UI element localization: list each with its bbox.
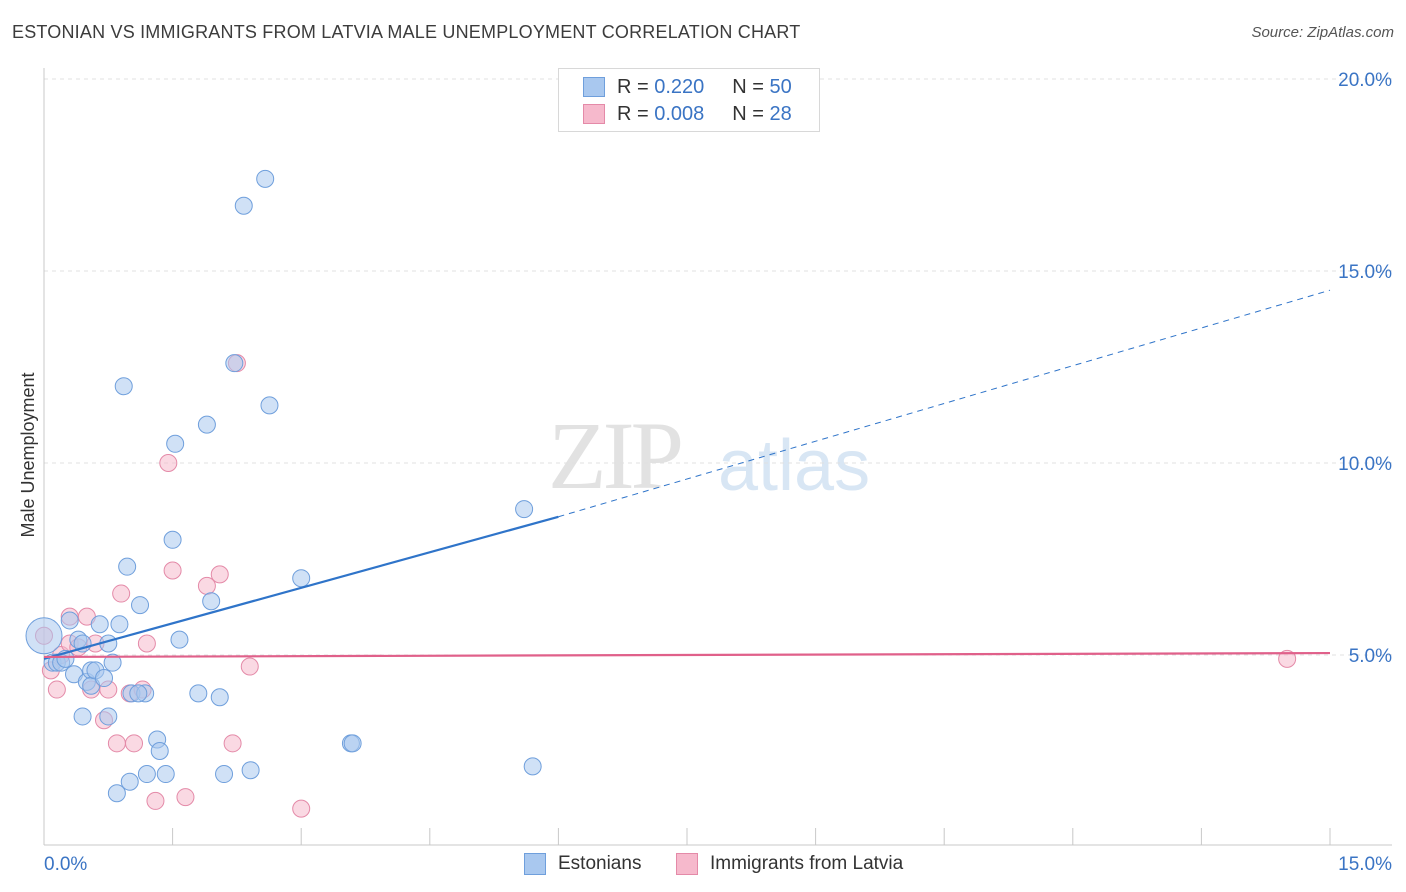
estonian-point — [156, 765, 175, 784]
latvia-point — [223, 734, 242, 753]
estonian-point — [107, 784, 126, 803]
estonian-point — [292, 569, 311, 588]
source-label: Source: ZipAtlas.com — [1251, 24, 1394, 41]
latvia-point — [292, 799, 311, 818]
estonian-point — [150, 742, 169, 760]
estonian-point — [131, 596, 150, 615]
latvia-point — [112, 584, 131, 603]
estonian-trend-extension — [558, 289, 1331, 518]
y-axis-label: Male Unemployment — [18, 372, 38, 537]
latvia-point — [125, 734, 144, 753]
watermark-zip: ZIP — [548, 402, 684, 509]
estonian-point — [202, 592, 221, 611]
latvia-point — [240, 657, 259, 676]
estonian-point — [260, 396, 279, 415]
legend-r-label: R = — [617, 102, 649, 125]
latvia-point — [146, 791, 165, 810]
estonian-point — [515, 500, 534, 519]
correlation-legend: R = 0.220 N = 50 R = 0.008 N = 28 — [558, 68, 820, 132]
latvia-point — [137, 634, 156, 653]
legend-n-label: N = — [732, 102, 764, 125]
estonian-point — [170, 630, 189, 649]
estonian-point — [215, 765, 234, 784]
latvia-point — [159, 454, 178, 472]
legend-row-latvia: R = 0.008 N = 28 — [583, 102, 792, 126]
legend-swatch-pink — [583, 104, 605, 124]
estonian-point — [114, 377, 133, 396]
estonian-point — [110, 615, 129, 634]
estonian-point — [163, 530, 182, 549]
estonian-point — [137, 765, 156, 784]
x-tick-label: 0.0% — [44, 854, 87, 875]
chart-title: ESTONIAN VS IMMIGRANTS FROM LATVIA MALE … — [12, 22, 801, 42]
estonian-point — [241, 761, 260, 780]
legend-swatch-blue — [583, 77, 605, 97]
estonian-point — [189, 684, 208, 703]
latvia-point — [47, 680, 66, 699]
estonian-point — [95, 669, 114, 688]
legend-n-value: 28 — [769, 102, 792, 125]
legend-r-value: 0.008 — [654, 102, 705, 125]
bottom-legend-label: Immigrants from Latvia — [710, 853, 904, 874]
estonian-point — [166, 434, 185, 453]
latvia-point — [107, 734, 126, 753]
estonian-point — [60, 611, 79, 630]
estonian-trend-line — [43, 515, 559, 660]
estonian-point — [234, 196, 253, 215]
latvia-point — [163, 561, 182, 580]
estonian-point — [90, 615, 109, 634]
legend-n-label: N = — [732, 75, 764, 98]
estonian-point — [25, 617, 63, 655]
estonian-point — [120, 772, 139, 791]
estonian-point — [523, 757, 542, 776]
x-tick-label: 15.0% — [1338, 854, 1392, 875]
estonian-point — [210, 688, 229, 707]
bottom-legend-estonians: Estonians — [524, 851, 641, 877]
bottom-legend-swatch-blue — [524, 853, 546, 875]
estonian-point — [118, 557, 137, 576]
legend-r-label: R = — [617, 75, 649, 98]
estonian-point — [225, 354, 244, 373]
y-tick-label: 15.0% — [1338, 262, 1392, 283]
y-tick-label: 10.0% — [1338, 454, 1392, 475]
watermark-atlas: atlas — [718, 426, 871, 506]
legend-r-value: 0.220 — [654, 75, 705, 98]
y-tick-label: 20.0% — [1338, 70, 1392, 91]
y-tick-label: 5.0% — [1349, 646, 1392, 667]
bottom-legend-latvia: Immigrants from Latvia — [676, 851, 903, 877]
latvia-point — [210, 565, 229, 584]
estonian-point — [197, 415, 216, 434]
legend-n-value: 50 — [769, 75, 792, 98]
bottom-legend-swatch-pink — [676, 853, 698, 875]
latvia-point — [176, 788, 195, 807]
estonian-point — [129, 684, 148, 703]
estonian-point — [73, 707, 92, 726]
latvia-point — [1278, 649, 1297, 668]
estonian-point — [343, 734, 362, 753]
latvia-trend-line — [43, 651, 1331, 659]
legend-row-estonians: R = 0.220 N = 50 — [583, 75, 792, 99]
estonian-point — [99, 707, 118, 726]
estonian-point — [256, 169, 275, 188]
bottom-legend-label: Estonians — [558, 853, 642, 874]
estonian-point — [103, 653, 122, 672]
